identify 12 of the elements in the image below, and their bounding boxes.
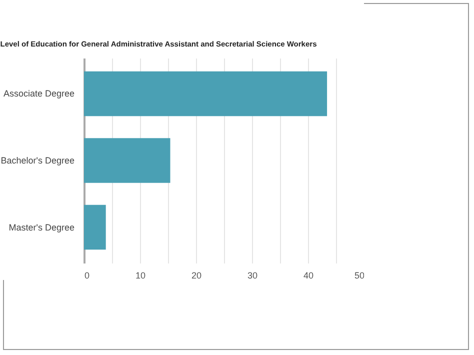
y-tick-label: Associate Degree xyxy=(3,88,74,99)
x-tick-label: 0 xyxy=(84,270,90,280)
bar xyxy=(84,204,106,250)
y-tick-label: Bachelor's Degree xyxy=(0,156,74,166)
bar xyxy=(84,138,170,183)
x-tick-label: 20 xyxy=(191,270,202,280)
x-tick-label: 30 xyxy=(247,270,258,280)
x-tick-label: 50 xyxy=(354,270,364,280)
bar xyxy=(84,71,328,116)
x-tick-label: 40 xyxy=(303,270,314,280)
x-tick-label: 10 xyxy=(135,270,146,280)
y-tick-label: Master's Degree xyxy=(8,222,74,232)
